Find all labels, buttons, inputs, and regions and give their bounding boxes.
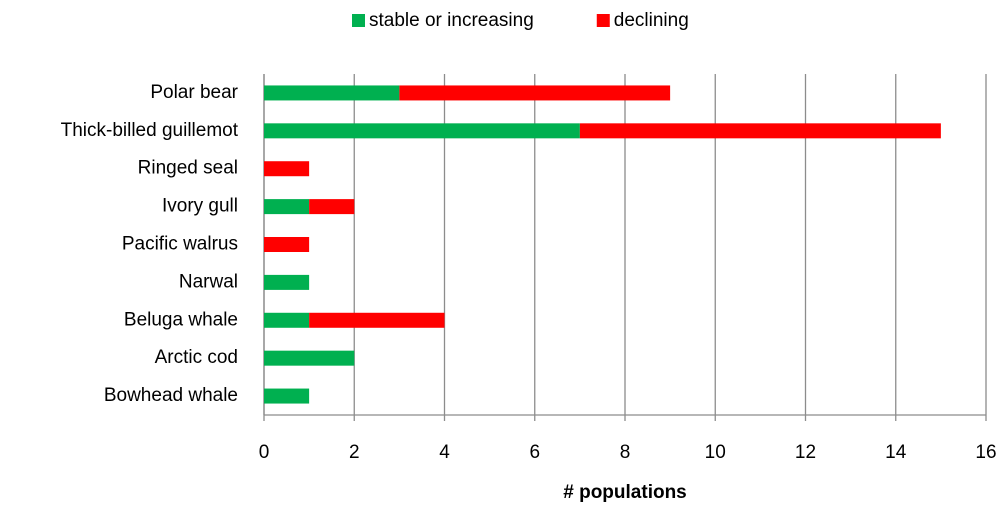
x-tick-label: 12 [795, 442, 816, 463]
y-tick-label: Pacific walrus [122, 234, 238, 255]
legend-label: declining [614, 10, 689, 31]
y-tick-label: Ivory gull [162, 196, 238, 217]
bar-segment [264, 161, 310, 177]
bar-segment [264, 199, 310, 215]
legend-label: stable or increasing [369, 10, 534, 31]
x-tick-label: 10 [705, 442, 726, 463]
y-tick-label: Thick-billed guillemot [61, 120, 239, 141]
y-tick-label: Arctic cod [155, 347, 238, 368]
legend-swatch [596, 14, 610, 27]
x-tick-label: 14 [885, 442, 907, 463]
x-tick-label: 4 [439, 442, 450, 463]
y-tick-label: Beluga whale [124, 309, 238, 330]
bar-segment [309, 312, 445, 328]
bar-segment [264, 85, 400, 101]
y-tick-label: Narwal [179, 271, 238, 292]
x-tick-label: 2 [349, 442, 360, 463]
y-tick-label: Polar bear [150, 82, 238, 103]
x-tick-label: 8 [620, 442, 631, 463]
x-tick-label: 0 [259, 442, 270, 463]
x-axis-label: # populations [563, 482, 687, 503]
y-tick-label: Bowhead whale [104, 385, 238, 406]
bar-segment [264, 312, 310, 328]
legend-swatch [352, 14, 365, 27]
bar-segment [264, 274, 310, 290]
y-tick-label: Ringed seal [138, 158, 238, 179]
bar-segment [399, 85, 671, 101]
bar-segment [309, 199, 355, 215]
x-tick-label: 6 [529, 442, 540, 463]
bar-segment [264, 350, 355, 366]
bar-segment [264, 237, 310, 252]
bar-segment [264, 388, 310, 404]
x-tick-label: 16 [975, 442, 996, 463]
bar-segment [579, 123, 941, 139]
bar-segment [264, 123, 580, 139]
